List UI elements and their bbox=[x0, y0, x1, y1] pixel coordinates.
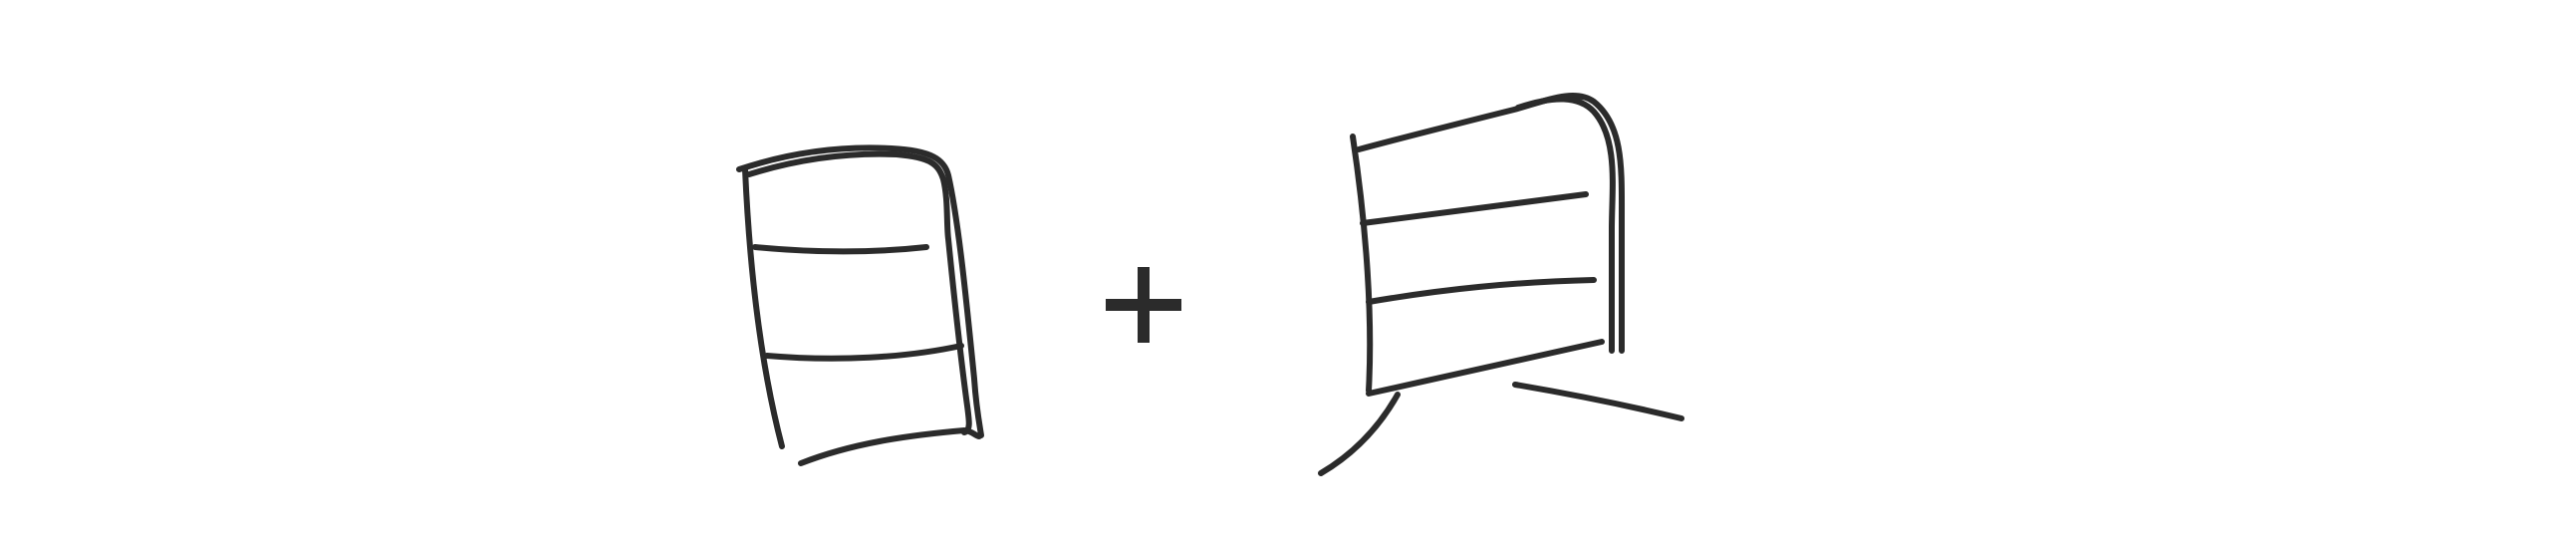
ri-stroke-left-vertical bbox=[742, 166, 785, 449]
plus-sign: + bbox=[1106, 267, 1181, 343]
ri-stroke-middle-2 bbox=[764, 343, 964, 362]
bei-stroke-horizontal-3 bbox=[1366, 339, 1605, 397]
bei-stroke-left-vertical bbox=[1350, 134, 1374, 394]
ri-stroke-bottom bbox=[798, 427, 982, 466]
bei-stroke-top-right-frame bbox=[1356, 93, 1626, 354]
ri-stroke-middle-1 bbox=[752, 244, 929, 255]
bei-stroke-left-leg bbox=[1318, 392, 1401, 476]
left-character-ri bbox=[736, 144, 984, 466]
bei-stroke-right-leg bbox=[1512, 382, 1684, 421]
bei-stroke-horizontal-2 bbox=[1366, 277, 1597, 305]
right-character-bei bbox=[1318, 93, 1684, 476]
bei-stroke-horizontal-1 bbox=[1360, 191, 1589, 226]
bei-stroke-inner-right bbox=[1515, 96, 1616, 354]
plus-vertical bbox=[1138, 267, 1150, 343]
ri-stroke-inner-top bbox=[746, 150, 972, 435]
ri-stroke-top-right-frame bbox=[736, 144, 984, 438]
